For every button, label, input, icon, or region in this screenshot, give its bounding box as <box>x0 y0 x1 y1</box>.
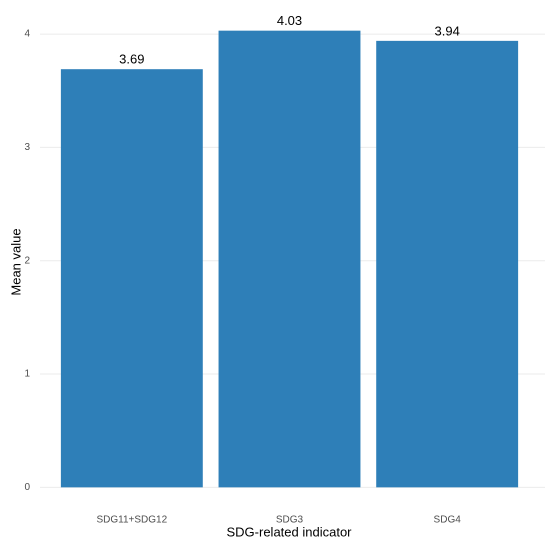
bar <box>376 40 519 488</box>
value-label: 4.03 <box>277 13 302 28</box>
value-label: 3.94 <box>435 23 460 38</box>
bar <box>218 30 361 488</box>
y-axis-title: Mean value <box>8 228 23 295</box>
x-tick-label: SDG3 <box>276 515 304 526</box>
y-tick-label: 0 <box>24 482 30 493</box>
y-tick-label: 1 <box>24 369 30 380</box>
value-label: 3.69 <box>119 52 144 67</box>
x-tick-label: SDG4 <box>434 515 462 526</box>
bar <box>60 69 203 488</box>
x-tick-label: SDG11+SDG12 <box>96 515 167 526</box>
x-axis-title: SDG-related indicator <box>227 524 353 539</box>
y-tick-label: 2 <box>24 255 30 266</box>
y-tick-label: 3 <box>24 142 30 153</box>
y-tick-label: 4 <box>24 29 30 40</box>
